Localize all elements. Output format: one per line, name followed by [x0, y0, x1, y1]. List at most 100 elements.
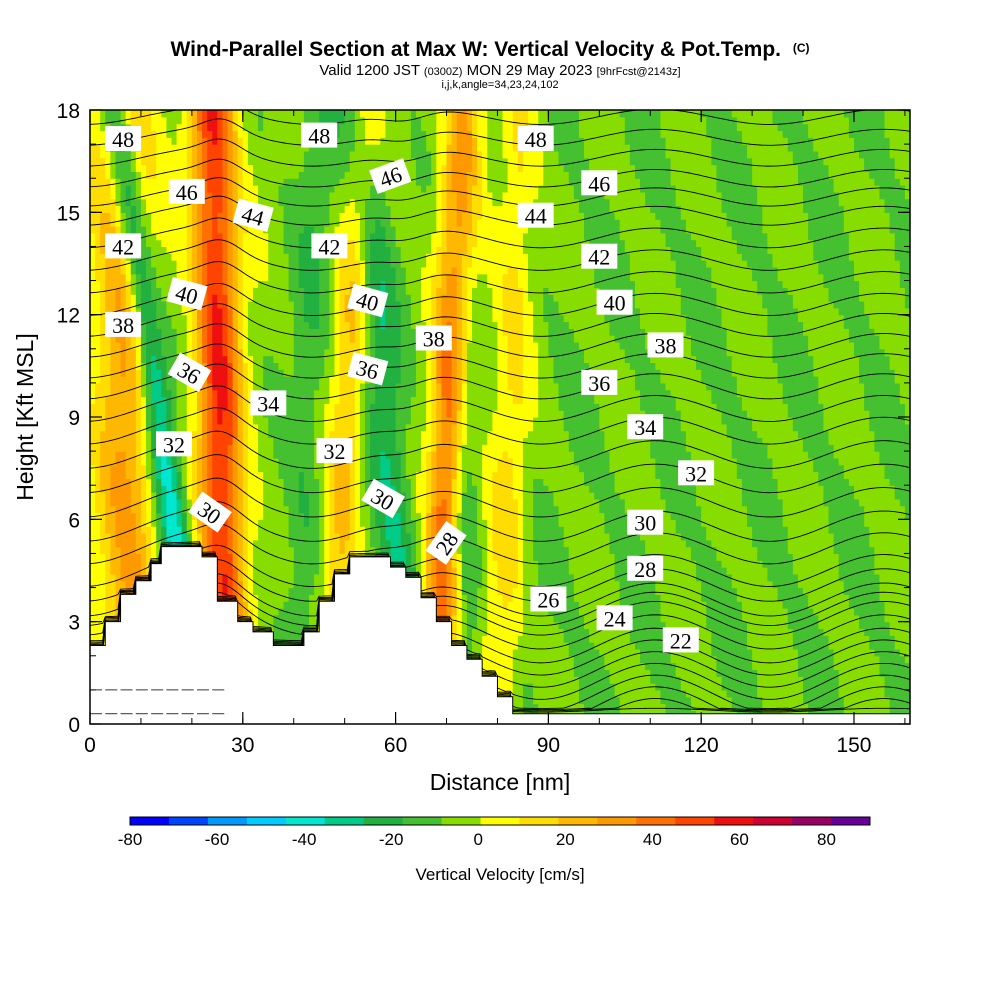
velocity-cell — [181, 307, 188, 316]
velocity-cell — [222, 478, 229, 486]
velocity-cell — [273, 505, 280, 514]
velocity-cell — [324, 396, 330, 404]
velocity-cell — [120, 369, 127, 377]
velocity-cell — [324, 573, 330, 582]
velocity-cell — [125, 348, 132, 357]
velocity-cell — [334, 355, 341, 364]
velocity-cell — [273, 301, 280, 309]
velocity-cell — [227, 539, 234, 548]
velocity-cell — [110, 198, 117, 207]
velocity-cell — [288, 485, 295, 493]
velocity-cell — [232, 110, 239, 118]
velocity-cell — [171, 376, 178, 384]
velocity-cell — [365, 328, 371, 336]
velocity-cell — [151, 417, 157, 425]
velocity-cell — [196, 144, 203, 152]
velocity-cell — [196, 532, 203, 541]
velocity-cell — [232, 348, 239, 357]
velocity-cell — [166, 539, 173, 548]
velocity-cell — [303, 457, 310, 466]
velocity-cell — [334, 369, 341, 377]
velocity-cell — [161, 171, 167, 179]
velocity-cell — [186, 321, 193, 329]
velocity-cell — [298, 150, 305, 159]
velocity-cell — [105, 451, 111, 459]
velocity-cell — [298, 451, 305, 459]
velocity-cell — [90, 321, 96, 329]
velocity-cell — [359, 423, 366, 432]
velocity-cell — [354, 437, 361, 445]
velocity-cell — [146, 266, 152, 275]
velocity-cell — [278, 601, 285, 609]
velocity-cell — [90, 539, 96, 548]
velocity-cell — [156, 123, 162, 132]
velocity-cell — [181, 225, 188, 234]
velocity-cell — [283, 137, 290, 145]
chart-title-text: Wind-Parallel Section at Max W: Vertical… — [170, 38, 781, 61]
velocity-cell — [212, 205, 218, 213]
velocity-cell — [329, 348, 336, 357]
velocity-cell — [354, 382, 361, 391]
velocity-cell — [212, 410, 218, 418]
velocity-cell — [237, 260, 244, 268]
velocity-cell — [268, 485, 274, 493]
velocity-cell — [120, 219, 127, 227]
velocity-cell — [115, 430, 122, 439]
velocity-cell — [273, 519, 280, 527]
velocity-cell — [212, 144, 218, 152]
velocity-cell — [227, 567, 234, 575]
velocity-cell — [303, 273, 310, 282]
velocity-cell — [298, 253, 305, 261]
velocity-cell — [283, 587, 290, 595]
velocity-cell — [232, 512, 239, 520]
velocity-cell — [115, 567, 122, 575]
velocity-cell — [120, 485, 127, 493]
velocity-cell — [135, 430, 142, 439]
velocity-cell — [329, 382, 336, 391]
velocity-cell — [247, 314, 254, 323]
velocity-cell — [130, 260, 137, 268]
velocity-cell — [171, 137, 178, 145]
velocity-cell — [95, 539, 101, 548]
velocity-cell — [105, 485, 111, 493]
velocity-cell — [283, 553, 290, 561]
velocity-cell — [146, 212, 152, 220]
velocity-cell — [100, 573, 106, 582]
velocity-cell — [140, 423, 147, 432]
velocity-cell — [324, 464, 330, 473]
velocity-cell — [90, 348, 96, 357]
velocity-cell — [130, 287, 137, 295]
velocity-cell — [252, 587, 259, 595]
velocity-cell — [115, 457, 122, 466]
velocity-cell — [263, 314, 269, 323]
velocity-cell — [115, 451, 122, 459]
velocity-cell — [319, 341, 325, 350]
velocity-cell — [273, 260, 280, 268]
velocity-cell — [110, 205, 117, 213]
velocity-cell — [135, 355, 142, 364]
velocity-cell — [288, 123, 295, 132]
velocity-cell — [339, 417, 346, 425]
velocity-cell — [95, 601, 101, 609]
velocity-cell — [95, 376, 101, 384]
velocity-cell — [161, 164, 167, 172]
velocity-cell — [252, 614, 259, 623]
velocity-cell — [258, 335, 264, 343]
velocity-cell — [222, 423, 229, 432]
velocity-cell — [120, 355, 127, 364]
velocity-cell — [319, 526, 325, 534]
velocity-cell — [263, 130, 269, 138]
velocity-cell — [196, 328, 203, 336]
velocity-cell — [227, 314, 234, 323]
velocity-cell — [258, 307, 264, 316]
velocity-cell — [237, 382, 244, 391]
velocity-cell — [146, 567, 152, 575]
velocity-cell — [309, 171, 315, 179]
velocity-cell — [191, 471, 198, 479]
velocity-cell — [191, 519, 198, 527]
velocity-cell — [258, 171, 264, 179]
velocity-cell — [237, 301, 244, 309]
velocity-cell — [212, 492, 218, 500]
velocity-cell — [166, 212, 173, 220]
velocity-cell — [95, 403, 101, 411]
